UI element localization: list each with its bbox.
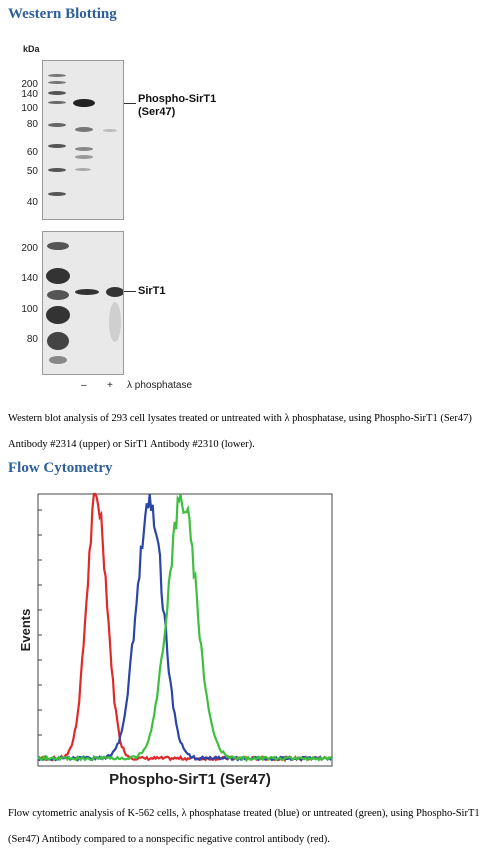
- upper-blot-label-line2: (Ser47): [138, 106, 176, 118]
- flow-cytometry-title: Flow Cytometry: [8, 460, 113, 476]
- upper-blot-label-line1: Phospho-SirT1: [138, 93, 217, 105]
- upper-blot-image: [42, 60, 124, 220]
- lower-blot-image: [42, 231, 124, 375]
- lane-minus-label: –: [81, 380, 87, 391]
- upper-band-pointer: [124, 103, 136, 104]
- upper-marker-80: 80: [26, 119, 38, 130]
- western-blot-title: Western Blotting: [8, 6, 117, 22]
- lower-marker-100: 100: [21, 304, 38, 315]
- lower-marker-140: 140: [21, 273, 38, 284]
- plot-frame: [37, 493, 333, 767]
- upper-marker-100: 100: [21, 103, 38, 114]
- upper-marker-200: 200: [21, 79, 38, 90]
- y-axis-label: Events: [18, 609, 33, 652]
- lane-treatment-label: λ phosphatase: [127, 380, 193, 391]
- western-blot-caption: Western blot analysis of 293 cell lysate…: [8, 413, 472, 450]
- lower-marker-200: 200: [21, 243, 38, 254]
- histogram-series-2: [37, 494, 333, 763]
- flow-histogram: Events Phospho-SirT1 (Ser47): [18, 492, 333, 788]
- lane-plus-label: +: [107, 380, 113, 391]
- histogram-curves: [37, 492, 333, 763]
- kda-label: kDa: [23, 44, 40, 54]
- lower-blot-label: SirT1: [138, 285, 166, 297]
- upper-marker-60: 60: [26, 147, 38, 158]
- upper-marker-40: 40: [26, 197, 38, 208]
- upper-blot-label: Phospho-SirT1 (Ser47): [138, 93, 216, 119]
- flow-cytometry-caption: Flow cytometric analysis of K-562 cells,…: [8, 808, 480, 845]
- upper-marker-50: 50: [26, 166, 38, 177]
- x-axis-label: Phospho-SirT1 (Ser47): [109, 771, 271, 788]
- lower-band-pointer: [124, 291, 136, 292]
- histogram-series-1: [37, 493, 333, 762]
- upper-marker-140: 140: [21, 89, 38, 100]
- lower-marker-80: 80: [26, 334, 38, 345]
